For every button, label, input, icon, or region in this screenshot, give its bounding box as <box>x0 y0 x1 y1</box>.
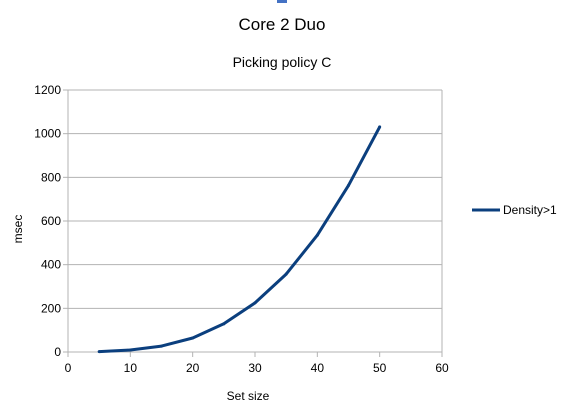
grid-lines <box>63 90 442 352</box>
y-tick-label: 1200 <box>34 83 61 97</box>
y-tick-label: 0 <box>54 345 61 359</box>
x-axis-label: Set size <box>227 389 270 403</box>
x-tick-label: 30 <box>248 361 262 375</box>
y-tick-labels: 0 200 400 600 800 1000 1200 <box>34 83 61 359</box>
data-point <box>98 350 101 353</box>
y-tick-label: 400 <box>41 258 61 272</box>
data-point <box>378 125 381 128</box>
y-axis-label: msec <box>11 215 25 244</box>
y-tick-label: 600 <box>41 214 61 228</box>
y-tick-label: 200 <box>41 301 61 315</box>
data-point <box>347 184 350 187</box>
x-tick-label: 50 <box>373 361 387 375</box>
series-line-density <box>99 127 380 352</box>
legend-label-density: Density>1 <box>503 203 557 217</box>
legend: Density>1 <box>472 203 557 217</box>
data-point <box>316 234 319 237</box>
y-tick-label: 800 <box>41 170 61 184</box>
x-tick-label: 10 <box>124 361 138 375</box>
x-tick-label: 60 <box>435 361 449 375</box>
series-layer <box>98 125 382 353</box>
axes <box>68 90 442 357</box>
chart-subtitle: Picking policy C <box>233 54 332 70</box>
x-tick-label: 20 <box>186 361 200 375</box>
x-tick-labels: 0 10 20 30 40 50 60 <box>65 361 449 375</box>
data-point <box>191 337 194 340</box>
data-point <box>129 349 132 352</box>
data-point <box>285 273 288 276</box>
data-point <box>254 301 257 304</box>
data-point <box>160 345 163 348</box>
chart-title: Core 2 Duo <box>239 15 326 34</box>
y-tick-label: 1000 <box>34 127 61 141</box>
x-tick-label: 40 <box>311 361 325 375</box>
x-tick-label: 0 <box>65 361 72 375</box>
data-point <box>222 322 225 325</box>
